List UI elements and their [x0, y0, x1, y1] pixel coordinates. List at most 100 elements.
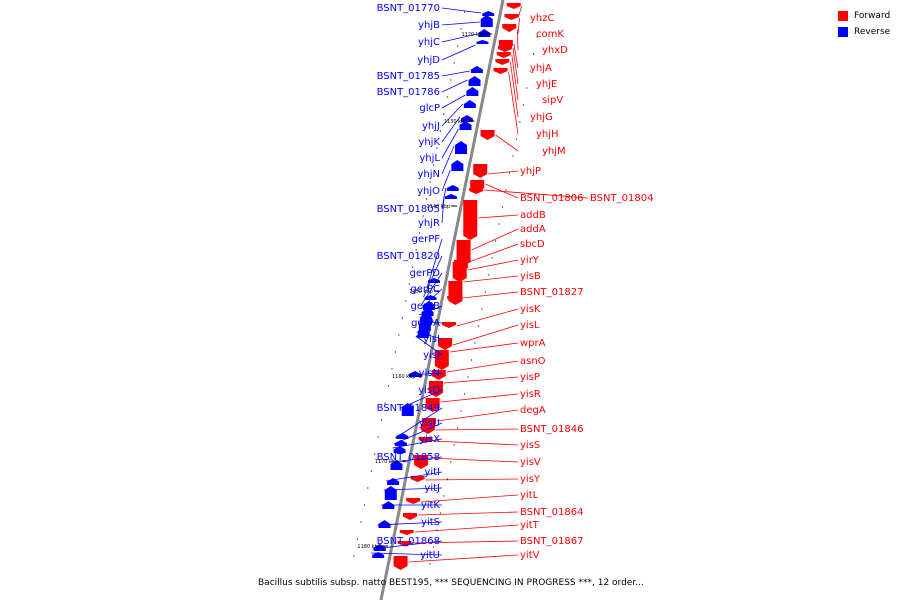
marker-dot: [429, 181, 431, 183]
gene-label-forward: yhjH: [536, 129, 559, 140]
leader-line: [441, 79, 468, 93]
marker-dot: [533, 53, 535, 55]
gene-label-reverse: yhjD: [417, 55, 440, 66]
gene-label-forward: BSNT_01867: [520, 536, 583, 547]
leader-line: [462, 291, 519, 299]
gene-reverse-11: [451, 160, 464, 171]
gene-forward-8: [480, 130, 495, 140]
gene-label-forward: yisS: [520, 440, 540, 451]
marker-dot: [408, 283, 410, 285]
gene-forward-23: [425, 398, 440, 412]
gene-label-reverse: BSNT_01849: [377, 403, 440, 414]
marker-dot: [491, 257, 493, 259]
leader-line: [516, 29, 519, 51]
genome-backbone: [379, 0, 505, 600]
marker-dot: [526, 87, 528, 89]
gene-label-reverse: gerPD: [410, 268, 441, 279]
marker-dot: [539, 19, 542, 21]
gene-label-forward: yisP: [520, 372, 540, 383]
gene-label-forward: yhjG: [530, 112, 553, 123]
marker-dot: [498, 223, 500, 225]
leader-line: [417, 320, 443, 324]
leader-line: [441, 44, 476, 61]
marker-dot: [425, 198, 428, 200]
marker-dot: [419, 232, 421, 234]
leader-line: [441, 195, 445, 224]
leader-line: [386, 471, 443, 482]
leader-line: [407, 372, 443, 376]
leader-line: [495, 134, 519, 152]
marker-dot: [446, 478, 448, 480]
marker-dot: [394, 351, 397, 353]
marker-dot: [436, 529, 438, 531]
gene-reverse-6: [466, 87, 479, 96]
leader-line: [393, 422, 443, 445]
leader-line: [441, 70, 470, 77]
marker-dot: [508, 172, 511, 174]
leader-line: [392, 438, 443, 449]
gene-label-reverse: gerPB: [410, 301, 440, 312]
gene-label-reverse: gerPA: [411, 318, 440, 329]
marker-dot: [429, 563, 431, 565]
marker-dot: [412, 266, 414, 268]
leader-line: [517, 17, 520, 35]
marker-dot: [481, 308, 483, 310]
marker-dot: [377, 436, 379, 438]
gene-label-reverse: glcP: [419, 103, 440, 114]
legend-label-reverse: Reverse: [854, 27, 891, 37]
gene-forward-2: [502, 24, 517, 32]
gene-label-forward: yhxD: [542, 45, 568, 56]
gene-reverse-1: [480, 15, 493, 27]
gene-forward-9: [473, 164, 488, 178]
gene-label-forward: BSNT_01806: [520, 193, 583, 204]
leader-line: [467, 259, 519, 271]
gene-forward-29: [406, 498, 421, 504]
leader-line: [421, 272, 443, 305]
gene-forward-28: [410, 476, 425, 482]
gene-reverse-10: [455, 141, 468, 154]
gene-label-forward: yisY: [520, 474, 541, 485]
forward-swatch: [838, 11, 848, 21]
gene-forward-17: [447, 296, 462, 302]
gene-label-forward: yitV: [520, 550, 540, 561]
scale-tick-label: 1180 kbp: [357, 544, 381, 550]
leader-line: [441, 21, 480, 26]
gene-reverse-12: [446, 185, 459, 191]
gene-label-reverse: yisI: [423, 334, 440, 345]
scale-tick-label: 1130 kbp: [444, 119, 468, 125]
gene-reverse-13: [445, 194, 458, 199]
map-caption: Bacillus subtilis subsp. natto BEST195, …: [258, 578, 644, 588]
leader-line: [488, 170, 519, 175]
leader-line: [443, 376, 519, 384]
leader-line: [416, 331, 443, 340]
gene-label-forward: addA: [520, 224, 546, 235]
marker-dot: [501, 206, 504, 208]
marker-dot: [457, 427, 459, 429]
gene-forward-12: [463, 200, 478, 240]
gene-label-reverse: yisQ: [418, 385, 440, 396]
marker-dot: [446, 96, 448, 98]
leader-line: [441, 7, 482, 14]
marker-dot: [453, 62, 455, 64]
marker-dot: [457, 45, 459, 47]
gene-reverse-8: [460, 115, 473, 122]
gene-forward-5: [496, 52, 511, 58]
gene-label-forward: addB: [520, 210, 546, 221]
leader-line: [441, 33, 478, 43]
marker-dot: [512, 155, 514, 157]
gene-label-forward: yhjA: [530, 63, 552, 74]
gene-label-reverse: BSNT_01820: [377, 251, 440, 262]
gene-label-forward: BSNT_01864: [520, 507, 583, 518]
leader-line: [511, 54, 519, 101]
marker-dot: [522, 104, 524, 106]
gene-forward-4: [498, 46, 513, 52]
leader-line: [441, 169, 451, 192]
gene-label-forward: yhjP: [520, 166, 541, 177]
gene-label-reverse: yitJ: [424, 483, 440, 494]
gene-forward-20: [434, 350, 449, 370]
gene-label-reverse: BSNT_01805: [377, 204, 440, 215]
marker-dot: [384, 402, 386, 404]
gene-label-forward: BSNT_01846: [520, 424, 583, 435]
gene-reverse-24: [396, 433, 409, 439]
